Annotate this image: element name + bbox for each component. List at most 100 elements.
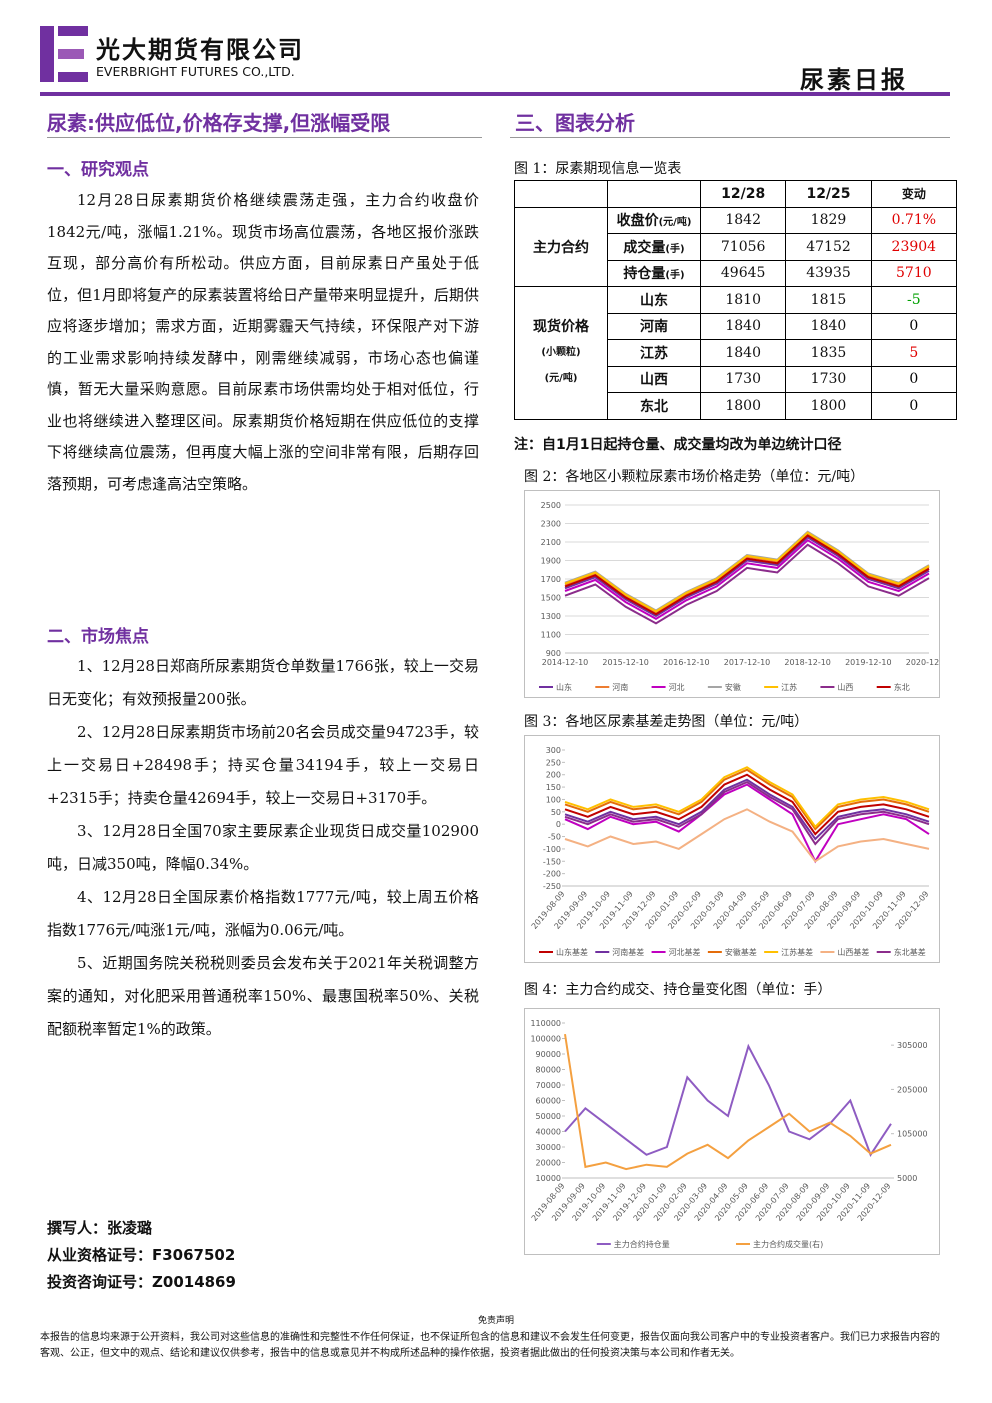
footer-text: 本报告的信息均来源于公开资料，我公司对这些信息的准确性和完整性不作任何保证，也不… xyxy=(40,1332,940,1359)
cell: 1840 xyxy=(785,312,872,340)
paragraph: 5、近期国务院关税税则委员会发布关于2021年关税调整方案的通知，对化肥采用普通… xyxy=(47,954,479,1038)
row-label: 江苏 xyxy=(607,339,701,367)
figure-caption: 图 2：各地区小颗粒尿素市场价格走势（单位：元/吨） xyxy=(524,469,865,485)
column-header: 12/25 xyxy=(785,180,872,208)
y-tick-label: 100 xyxy=(546,795,561,804)
report-type: 尿素日报 xyxy=(800,66,908,94)
paragraph: 1、12月28日郑商所尿素期货仓单数量1766张，较上一交易日无变化；有效预报量… xyxy=(47,657,479,708)
series-line xyxy=(564,532,930,614)
y-tick-label: 110000 xyxy=(530,1019,561,1028)
y-tick-label: 10000 xyxy=(536,1174,561,1183)
cell: 1835 xyxy=(785,339,872,367)
row-label: 收盘价 xyxy=(616,213,659,230)
x-tick-label: 2016-12-10 xyxy=(663,658,710,667)
y-tick-label: -200 xyxy=(543,870,561,879)
y-tick-label: 0 xyxy=(556,820,561,829)
y-tick-label: 50000 xyxy=(536,1112,561,1121)
y-tick-label: 40000 xyxy=(536,1128,561,1137)
cell: 1810 xyxy=(699,286,787,314)
y-tick-label: 2100 xyxy=(541,538,561,547)
table: 12/28 12/25 变动 主力合约 收盘价(元/吨) 1842 1829 0.71% 成… xyxy=(514,180,958,420)
chart: -250-200-150-100-50050100150200250300201… xyxy=(524,735,940,963)
series-line xyxy=(564,780,930,846)
legend-label: 主力合约成交量(右) xyxy=(753,1239,823,1249)
y-tick-label: -150 xyxy=(543,857,561,866)
y-tick-label: 200 xyxy=(546,771,561,780)
y-tick-label: 1300 xyxy=(541,612,561,621)
authors: 撰写人：张凌璐 从业资格证号：F3067502 投资咨询证号：Z0014869 xyxy=(47,1215,236,1296)
group-label: 主力合约 xyxy=(514,206,608,287)
cell: 0 xyxy=(870,392,958,420)
series-line xyxy=(564,783,930,864)
y-tick-label: 70000 xyxy=(536,1081,561,1090)
legend-label: 河北 xyxy=(669,682,685,692)
figure-caption: 图 4：主力合约成交、持仓量变化图（单位：手） xyxy=(524,982,832,998)
group-sublabel: (小颗粒) xyxy=(541,346,581,358)
cell: 1829 xyxy=(785,206,872,234)
cell: 1730 xyxy=(699,365,787,393)
row-unit: (手) xyxy=(665,270,685,282)
section-body: 1、12月28日郑商所尿素期货仓单数量1766张，较上一交易日无变化；有效预报量… xyxy=(47,650,479,1046)
right-rule xyxy=(510,137,950,138)
series-line xyxy=(564,543,930,625)
cell: 1840 xyxy=(699,339,787,367)
cell: 1800 xyxy=(785,392,872,420)
y-tick-label: 300 xyxy=(546,746,561,755)
author-line: 从业资格证号：F3067502 xyxy=(47,1246,236,1264)
legend-label: 东北基差 xyxy=(894,947,926,957)
series-line xyxy=(564,536,930,618)
section-body: 12月28日尿素期货价格继续震荡走强，主力合约收盘价1842元/吨，涨幅1.21… xyxy=(47,185,479,500)
cell: 71056 xyxy=(699,233,787,261)
y-tick-label: 1900 xyxy=(541,557,561,566)
series-line xyxy=(564,531,930,613)
legend-label: 河南 xyxy=(612,682,628,692)
row-label: 河南 xyxy=(607,312,701,340)
cell: 1842 xyxy=(699,206,787,234)
y-tick-label: 2500 xyxy=(541,501,561,510)
legend-label: 江苏 xyxy=(781,682,797,692)
series-line xyxy=(564,534,930,616)
cell: 1815 xyxy=(785,286,872,314)
y-tick-label: 1700 xyxy=(541,575,561,584)
series-line xyxy=(564,538,930,620)
headline-rule xyxy=(47,137,482,138)
legend-label: 江苏基差 xyxy=(781,947,813,957)
x-tick-label: 2020-12-10 xyxy=(906,658,940,667)
table-caption: 图 1：尿素期现信息一览表 xyxy=(514,161,682,177)
y2-tick-label: 5000 xyxy=(897,1174,917,1183)
y-tick-label: 100000 xyxy=(530,1035,561,1044)
legend-label: 河北基差 xyxy=(669,947,701,957)
company-cn: 光大期货有限公司 xyxy=(96,36,304,64)
legend-label: 山东基差 xyxy=(556,947,588,957)
y2-tick-label: 205000 xyxy=(897,1085,928,1094)
paragraph: 12月28日尿素期货价格继续震荡走强，主力合约收盘价1842元/吨，涨幅1.21… xyxy=(47,191,479,493)
headline: 尿素:供应低位,价格存支撑,但涨幅受限 xyxy=(47,111,391,135)
series-line xyxy=(564,766,930,829)
author-line: 投资咨询证号：Z0014869 xyxy=(47,1273,236,1291)
legend-label: 安徽基差 xyxy=(725,947,757,957)
y2-tick-label: 105000 xyxy=(897,1130,928,1139)
series-line xyxy=(564,768,930,831)
cell: 49645 xyxy=(699,259,787,287)
series-line xyxy=(564,808,930,863)
x-tick-label: 2017-12-10 xyxy=(724,658,771,667)
y-tick-label: 1100 xyxy=(541,631,561,640)
cell: 47152 xyxy=(785,233,872,261)
cell: 1730 xyxy=(785,365,872,393)
row-label: 东北 xyxy=(607,392,701,420)
y-tick-label: 150 xyxy=(546,783,561,792)
x-tick-label: 2019-12-10 xyxy=(845,658,892,667)
column-header: 变动 xyxy=(870,180,958,208)
column-header: 12/28 xyxy=(699,180,787,208)
row-label: 山东 xyxy=(607,286,701,314)
paragraph: 4、12月28日全国尿素价格指数1777元/吨，较上周五价格指数1776元/吨涨… xyxy=(47,888,479,939)
logo xyxy=(40,26,88,82)
legend-label: 主力合约持仓量 xyxy=(614,1239,670,1249)
footer-title: 免责声明 xyxy=(477,1316,514,1326)
legend-label: 山西 xyxy=(837,682,853,692)
right-title: 三、图表分析 xyxy=(515,111,635,135)
row-label: 持仓量 xyxy=(623,266,666,283)
header-rule xyxy=(40,92,950,96)
y-tick-label: 900 xyxy=(546,649,561,658)
y-tick-label: -250 xyxy=(543,882,561,891)
